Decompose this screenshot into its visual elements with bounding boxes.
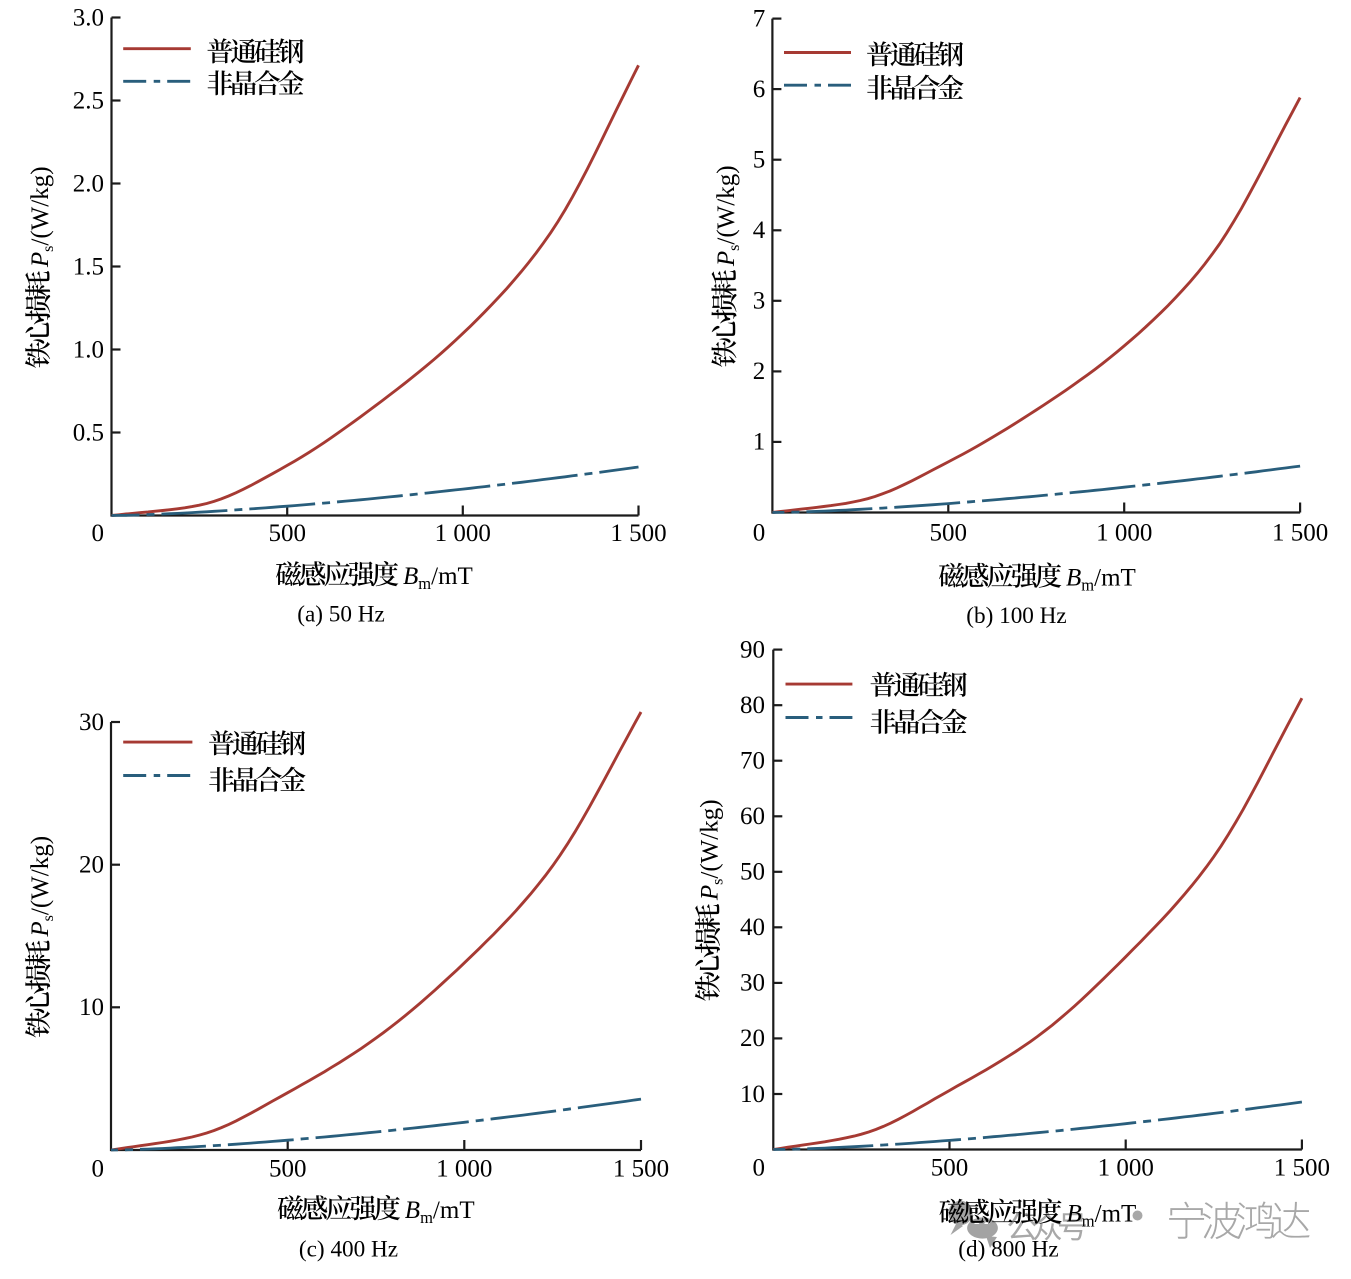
svg-text:Bm/mT: Bm/mT: [405, 1197, 475, 1227]
svg-text:Ps/(W/kg): Ps/(W/kg): [27, 166, 57, 268]
svg-text:(a) 50 Hz: (a) 50 Hz: [297, 602, 385, 628]
svg-text:Ps/(W/kg): Ps/(W/kg): [697, 799, 727, 901]
svg-text:20: 20: [740, 1025, 765, 1052]
svg-text:1 000: 1 000: [436, 1156, 492, 1183]
svg-text:0: 0: [753, 1155, 766, 1182]
svg-text:30: 30: [740, 970, 765, 997]
svg-text:1 500: 1 500: [610, 520, 666, 547]
svg-text:500: 500: [268, 520, 306, 547]
svg-text:(c) 400 Hz: (c) 400 Hz: [299, 1237, 398, 1263]
svg-text:(b) 100 Hz: (b) 100 Hz: [966, 603, 1066, 629]
svg-text:0.5: 0.5: [73, 419, 104, 446]
svg-text:1 000: 1 000: [1096, 520, 1152, 547]
svg-text:Ps/(W/kg): Ps/(W/kg): [27, 836, 57, 938]
svg-text:70: 70: [740, 748, 765, 775]
svg-text:Ps/(W/kg): Ps/(W/kg): [713, 165, 743, 267]
svg-text:0: 0: [753, 520, 766, 547]
svg-text:1: 1: [753, 429, 766, 456]
svg-text:1.0: 1.0: [73, 336, 104, 363]
svg-text:Bm/mT: Bm/mT: [1067, 1201, 1137, 1231]
svg-text:10: 10: [79, 994, 104, 1021]
svg-text:30: 30: [79, 709, 104, 736]
svg-text:3.0: 3.0: [73, 4, 104, 31]
svg-text:7: 7: [753, 5, 766, 32]
svg-text:1 500: 1 500: [1272, 520, 1328, 547]
svg-text:90: 90: [740, 636, 765, 663]
svg-text:1 000: 1 000: [1098, 1155, 1154, 1182]
svg-text:Bm/mT: Bm/mT: [403, 563, 473, 593]
svg-text:4: 4: [753, 217, 766, 244]
svg-text:1 500: 1 500: [1274, 1155, 1330, 1182]
svg-text:20: 20: [79, 852, 104, 879]
svg-text:5: 5: [753, 147, 766, 174]
svg-text:2.0: 2.0: [73, 170, 104, 197]
svg-text:500: 500: [269, 1156, 307, 1183]
svg-text:2: 2: [753, 358, 766, 385]
svg-text:60: 60: [740, 803, 765, 830]
svg-text:10: 10: [740, 1081, 765, 1108]
svg-text:1 500: 1 500: [613, 1156, 669, 1183]
svg-text:500: 500: [931, 1155, 969, 1182]
svg-text:1 000: 1 000: [435, 520, 491, 547]
svg-text:(d) 800 Hz: (d) 800 Hz: [958, 1237, 1058, 1263]
svg-text:Bm/mT: Bm/mT: [1066, 565, 1136, 595]
svg-text:2.5: 2.5: [73, 87, 104, 114]
svg-text:500: 500: [930, 520, 968, 547]
svg-text:40: 40: [740, 914, 765, 941]
svg-text:0: 0: [92, 1156, 105, 1183]
svg-text:50: 50: [740, 859, 765, 886]
svg-text:0: 0: [92, 520, 105, 547]
svg-text:6: 6: [753, 76, 766, 103]
svg-text:80: 80: [740, 692, 765, 719]
svg-text:3: 3: [753, 288, 766, 315]
svg-text:1.5: 1.5: [73, 253, 104, 280]
